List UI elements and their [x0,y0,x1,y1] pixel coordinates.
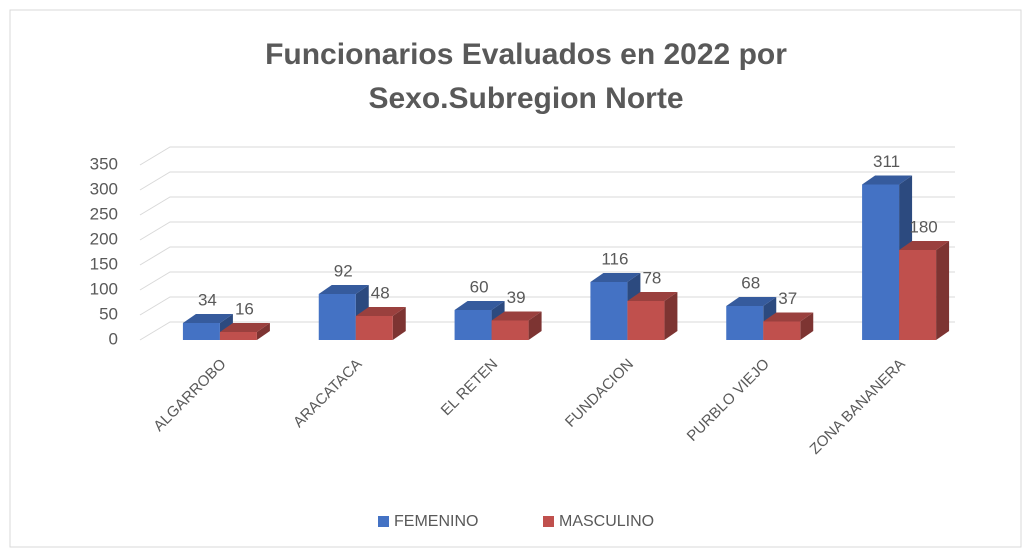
bar [590,282,628,340]
grid-line [139,296,955,316]
bar-side [664,292,678,340]
chart-border [9,9,1022,548]
data-label: 311 [873,152,900,171]
grid-line [139,146,955,166]
bar-top [627,292,678,301]
bar-top [899,241,950,250]
data-label: 16 [235,299,254,318]
bar [726,306,764,340]
bar [454,310,492,340]
bar-side [528,311,542,340]
y-tick-label: 250 [90,204,118,223]
bar-top [355,307,406,316]
bar-top [454,301,505,310]
data-label: 116 [601,249,628,268]
bar-top [862,175,913,185]
bar-top [219,323,270,332]
bar [491,320,529,340]
grid-line [139,246,955,266]
data-label: 92 [334,261,353,280]
bar [355,316,393,340]
legend-label: FEMENINO [394,513,478,530]
data-label: 78 [642,268,661,287]
bar-side [256,323,270,340]
data-label: 48 [371,283,390,302]
y-tick-label: 350 [90,154,118,173]
bar [318,294,356,340]
grid-line [139,321,955,341]
y-tick-label: 200 [90,229,118,248]
grid-line [139,171,955,191]
legend-swatch [378,516,389,527]
data-label: 60 [470,277,489,296]
bar-side [392,307,406,340]
bar-top [182,314,233,323]
data-label: 34 [198,290,217,309]
y-tick-label: 0 [109,329,118,348]
bar-top [726,297,777,306]
y-tick-label: 50 [99,304,118,323]
bar [862,184,900,340]
grid-line [139,271,955,291]
bar [219,332,257,340]
y-tick-label: 100 [90,279,118,298]
bar-top [590,273,641,282]
data-label: 68 [741,273,760,292]
bar-top [491,311,542,321]
data-label: 39 [507,288,526,307]
chart-title: Sexo.Subregion Norte [368,82,683,115]
data-label: 180 [909,217,937,236]
bar [899,250,937,340]
chart-title: Funcionarios Evaluados en 2022 por [265,38,787,71]
bar-side [800,312,814,340]
grid-line [139,196,955,216]
bar-side [936,241,950,340]
bar [627,301,665,340]
grid-line [139,221,955,241]
data-label: 37 [778,289,797,308]
legend-swatch [543,516,554,527]
bar-top [318,285,369,294]
legend-label: MASCULINO [559,513,654,530]
y-tick-label: 300 [90,179,118,198]
bar [763,321,801,340]
bar-top [763,312,814,322]
bar [182,323,220,340]
y-tick-label: 150 [90,254,118,273]
